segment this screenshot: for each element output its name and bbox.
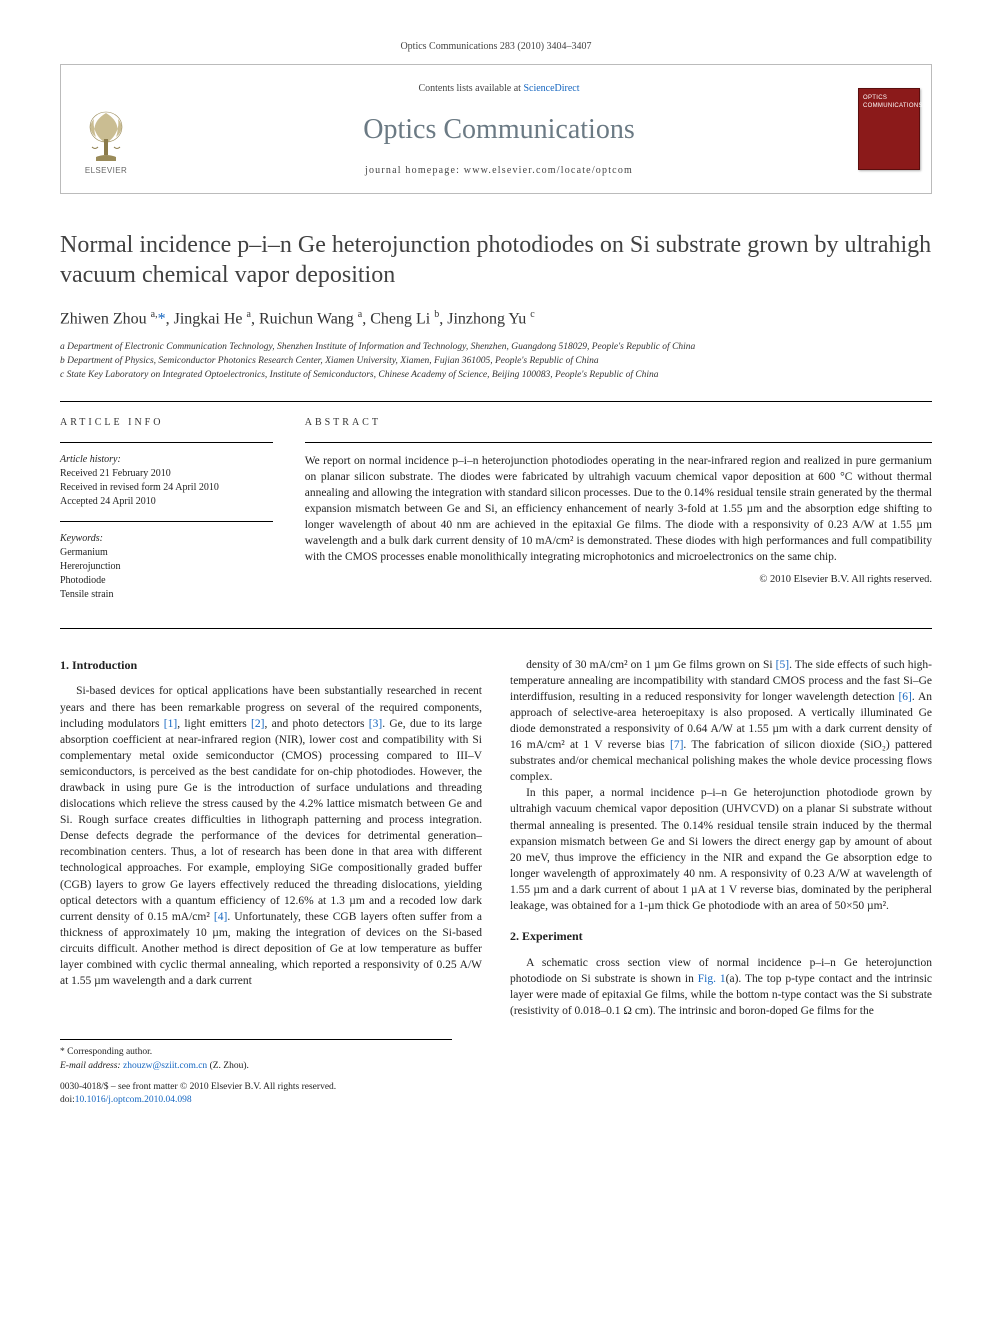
corresponding-author-footnote: * Corresponding author. E-mail address: … <box>60 1039 452 1073</box>
citation-link[interactable]: [1] <box>164 718 177 730</box>
elsevier-logo: ELSEVIER <box>75 109 137 183</box>
history-label: Article history: <box>60 453 273 467</box>
intro-paragraph-1: Si-based devices for optical application… <box>60 683 482 989</box>
corr-author-label: * Corresponding author. <box>60 1046 452 1059</box>
issn-line: 0030-4018/$ – see front matter © 2010 El… <box>60 1081 932 1094</box>
keyword-line: Tensile strain <box>60 588 273 602</box>
info-abstract-row: ARTICLE INFO Article history: Received 2… <box>60 401 932 629</box>
citation-link[interactable]: [6] <box>898 691 911 703</box>
corr-email-line: E-mail address: zhouzw@sziit.com.cn (Z. … <box>60 1060 452 1073</box>
journal-masthead: ELSEVIER Contents lists available at Sci… <box>60 64 932 194</box>
keyword-line: Photodiode <box>60 574 273 588</box>
body-text: 1. Introduction Si-based devices for opt… <box>60 657 932 1020</box>
section-heading-experiment: 2. Experiment <box>510 928 932 945</box>
citation-link[interactable]: [7] <box>670 739 683 751</box>
author-list: Zhiwen Zhou a,*, Jingkai He a, Ruichun W… <box>60 308 932 331</box>
abstract-text: We report on normal incidence p–i–n hete… <box>305 453 932 566</box>
affiliation-line: b Department of Physics, Semiconductor P… <box>60 355 932 368</box>
doi-link[interactable]: 10.1016/j.optcom.2010.04.098 <box>75 1095 192 1105</box>
elsevier-tree-icon <box>82 109 130 163</box>
cover-thumb-cell: OPTICS COMMUNICATIONS <box>847 65 931 193</box>
citation-link[interactable]: [2] <box>251 718 264 730</box>
info-divider <box>60 521 273 522</box>
publisher-label: ELSEVIER <box>85 165 127 176</box>
doi-line: doi:10.1016/j.optcom.2010.04.098 <box>60 1094 932 1107</box>
journal-homepage: journal homepage: www.elsevier.com/locat… <box>161 164 837 178</box>
corr-email-link[interactable]: zhouzw@sziit.com.cn <box>123 1061 207 1071</box>
journal-name: Optics Communications <box>161 110 837 149</box>
abstract-copyright: © 2010 Elsevier B.V. All rights reserved… <box>305 573 932 588</box>
article-info-heading: ARTICLE INFO <box>60 416 273 430</box>
keywords-label: Keywords: <box>60 532 273 546</box>
issn-doi-block: 0030-4018/$ – see front matter © 2010 El… <box>60 1081 932 1108</box>
keywords-block: Keywords: GermaniumHererojunctionPhotodi… <box>60 532 273 602</box>
history-line: Received 21 February 2010 <box>60 467 273 481</box>
affiliations: a Department of Electronic Communication… <box>60 341 932 383</box>
citation-link[interactable]: [3] <box>369 718 382 730</box>
info-divider <box>60 442 273 443</box>
running-header: Optics Communications 283 (2010) 3404–34… <box>60 40 932 54</box>
email-suffix: (Z. Zhou). <box>210 1061 249 1071</box>
abstract-divider <box>305 442 932 443</box>
section-heading-intro: 1. Introduction <box>60 657 482 674</box>
history-line: Received in revised form 24 April 2010 <box>60 481 273 495</box>
doi-prefix: doi: <box>60 1095 75 1105</box>
figure-link[interactable]: Fig. 1 <box>698 973 726 985</box>
affiliation-line: c State Key Laboratory on Integrated Opt… <box>60 369 932 382</box>
affiliation-line: a Department of Electronic Communication… <box>60 341 932 354</box>
abstract-column: ABSTRACT We report on normal incidence p… <box>287 402 932 628</box>
masthead-center: Contents lists available at ScienceDirec… <box>151 65 847 193</box>
publisher-logo-cell: ELSEVIER <box>61 65 151 193</box>
article-info-column: ARTICLE INFO Article history: Received 2… <box>60 402 287 628</box>
history-line: Accepted 24 April 2010 <box>60 495 273 509</box>
contents-line: Contents lists available at ScienceDirec… <box>161 82 837 96</box>
contents-prefix: Contents lists available at <box>418 83 523 94</box>
cover-title: OPTICS COMMUNICATIONS <box>863 95 915 111</box>
citation-link[interactable]: [5] <box>776 659 789 671</box>
article-title: Normal incidence p–i–n Ge heterojunction… <box>60 230 932 290</box>
intro-paragraph-3: In this paper, a normal incidence p–i–n … <box>510 785 932 914</box>
keyword-line: Germanium <box>60 546 273 560</box>
journal-cover-thumbnail: OPTICS COMMUNICATIONS <box>858 88 920 170</box>
sciencedirect-link[interactable]: ScienceDirect <box>523 83 579 94</box>
intro-paragraph-2: density of 30 mA/cm² on 1 µm Ge films gr… <box>510 657 932 786</box>
abstract-heading: ABSTRACT <box>305 416 932 430</box>
email-label: E-mail address: <box>60 1061 121 1071</box>
article-history-block: Article history: Received 21 February 20… <box>60 453 273 509</box>
keyword-line: Hererojunction <box>60 560 273 574</box>
citation-link[interactable]: [4] <box>214 911 227 923</box>
experiment-paragraph-1: A schematic cross section view of normal… <box>510 955 932 1019</box>
